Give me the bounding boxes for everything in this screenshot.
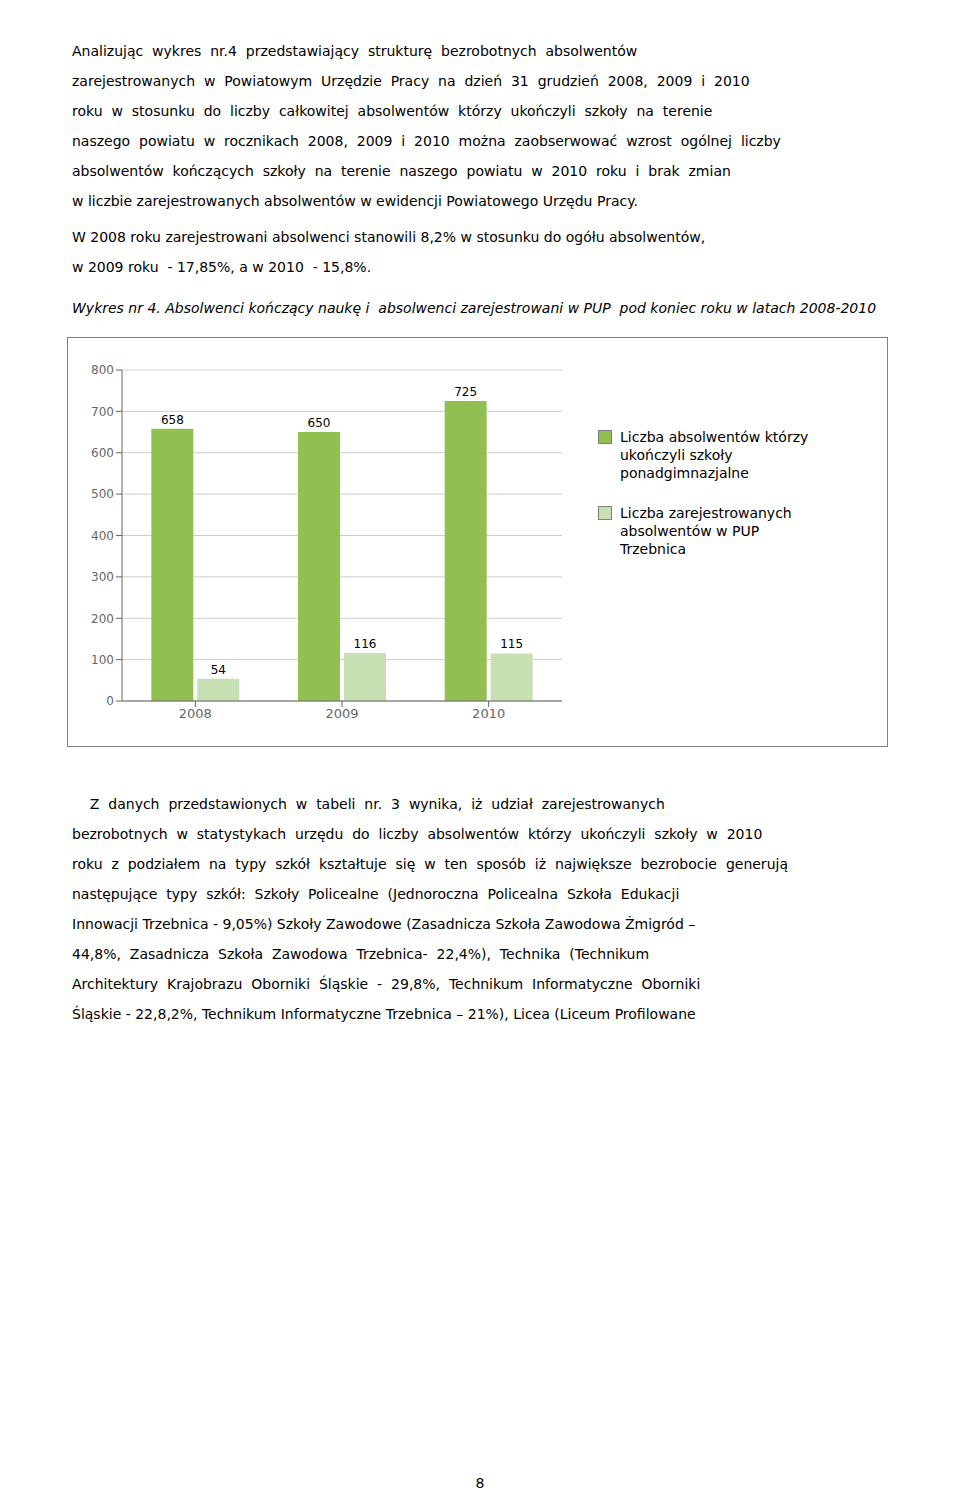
html-text:w 2009 roku - 17,85%, a w 2010: w 2009 roku - 17,85%, a w 2010 - 15,8%.	[72, 259, 372, 275]
svg-text:300: 300	[91, 570, 114, 584]
svg-text:116: 116	[354, 637, 377, 651]
html-text:Z danych przedstawionych w tab: Z danych przedstawionych w tabeli nr. 3 …	[72, 796, 665, 812]
svg-text:650: 650	[308, 416, 331, 430]
html-text:W 2008 roku zarejestrowani abs: W 2008 roku zarejestrowani absolwenci st…	[72, 229, 706, 245]
html-text:Śląskie - 22,8,2%, Technikum I: Śląskie - 22,8,2%, Technikum Informatycz…	[72, 1006, 696, 1022]
html-text:następujące typy szkół: Szkoły: następujące typy szkół: Szkoły Policealn…	[72, 886, 680, 902]
html-text:Wykres nr 4. Absolwenci kończą: Wykres nr 4. Absolwenci kończący naukę i…	[72, 300, 877, 316]
svg-text:2010: 2010	[472, 706, 505, 721]
html-text:Analizując wykres nr.4 przedst: Analizując wykres nr.4 przedstawiający s…	[72, 43, 638, 59]
html-text:roku z podziałem na typy szkół: roku z podziałem na typy szkół kształtuj…	[72, 856, 788, 872]
svg-text:600: 600	[91, 446, 114, 460]
svg-text:2008: 2008	[179, 706, 212, 721]
svg-text:54: 54	[211, 663, 226, 677]
html-text:Liczba absolwentów którzy ukoń: Liczba absolwentów którzy ukończyli szko…	[620, 429, 809, 481]
html-text:Architektury Krajobrazu Oborni: Architektury Krajobrazu Oborniki Śląskie…	[72, 976, 701, 992]
html-text:absolwentów kończących szkoły: absolwentów kończących szkoły na terenie…	[72, 163, 731, 179]
svg-text:100: 100	[91, 653, 114, 667]
html-text:8: 8	[475, 1475, 485, 1491]
svg-text:658: 658	[161, 413, 184, 427]
html-text:roku w stosunku do liczby całk: roku w stosunku do liczby całkowitej abs…	[72, 103, 713, 119]
html-text:w liczbie zarejestrowanych abs: w liczbie zarejestrowanych absolwentów w…	[72, 193, 638, 209]
svg-text:700: 700	[91, 405, 114, 419]
svg-text:725: 725	[454, 385, 477, 399]
svg-text:115: 115	[500, 637, 523, 651]
svg-text:800: 800	[91, 363, 114, 377]
html-text:44,8%, Zasadnicza Szkoła Zawod: 44,8%, Zasadnicza Szkoła Zawodowa Trzebn…	[72, 946, 650, 962]
svg-text:400: 400	[91, 529, 114, 543]
svg-text:2009: 2009	[325, 706, 358, 721]
svg-text:0: 0	[106, 694, 114, 708]
html-text:naszego powiatu w rocznikach 2: naszego powiatu w rocznikach 2008, 2009 …	[72, 133, 781, 149]
svg-text:200: 200	[91, 612, 114, 626]
html-text:Innowacji Trzebnica - 9,05%) S: Innowacji Trzebnica - 9,05%) Szkoły Zawo…	[72, 916, 696, 932]
html-text:bezrobotnych w statystykach ur: bezrobotnych w statystykach urzędu do li…	[72, 826, 763, 842]
html-text:zarejestrowanych w Powiatowym: zarejestrowanych w Powiatowym Urzędzie P…	[72, 73, 750, 89]
html-text:Liczba zarejestrowanych absolw: Liczba zarejestrowanych absolwentów w PU…	[620, 505, 792, 557]
svg-text:500: 500	[91, 487, 114, 501]
